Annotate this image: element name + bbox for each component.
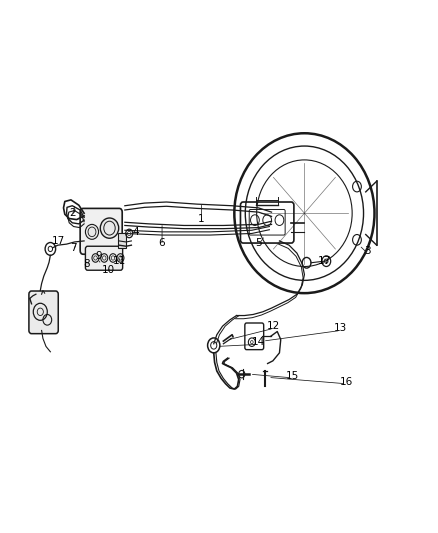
Text: 17: 17 <box>52 236 65 246</box>
Text: 5: 5 <box>255 238 262 247</box>
Text: 11: 11 <box>113 256 126 266</box>
Text: 12: 12 <box>267 321 280 331</box>
Text: 16: 16 <box>339 377 353 386</box>
Text: 13: 13 <box>334 323 347 333</box>
Text: 8: 8 <box>83 259 90 269</box>
Text: 6: 6 <box>159 238 166 247</box>
Text: 7: 7 <box>70 243 77 253</box>
Bar <box>118 233 126 248</box>
Text: 1: 1 <box>198 214 205 223</box>
Text: 15: 15 <box>286 371 299 381</box>
Text: 14: 14 <box>252 337 265 347</box>
Ellipse shape <box>100 218 119 238</box>
FancyBboxPatch shape <box>80 208 122 254</box>
Text: 2: 2 <box>69 208 76 218</box>
Text: 10: 10 <box>102 265 115 275</box>
Ellipse shape <box>85 224 99 239</box>
FancyBboxPatch shape <box>85 246 123 270</box>
Text: 17: 17 <box>318 256 331 266</box>
Text: 3: 3 <box>364 246 371 255</box>
Text: 9: 9 <box>95 251 102 261</box>
FancyBboxPatch shape <box>29 291 58 334</box>
Text: 4: 4 <box>132 227 139 237</box>
